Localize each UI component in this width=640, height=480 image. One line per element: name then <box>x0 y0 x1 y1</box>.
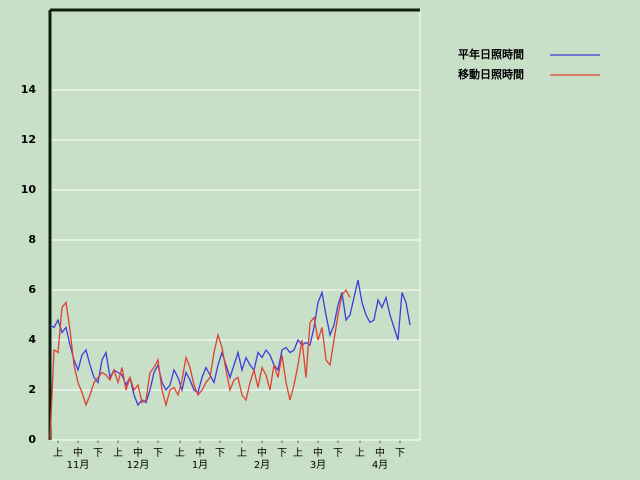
y-tick-label: 10 <box>21 183 37 196</box>
x-tick-label: 上 <box>355 447 365 459</box>
legend-label: 移動日照時間 <box>458 67 524 81</box>
y-tick-label: 14 <box>21 83 37 96</box>
x-tick-label: 中 <box>257 446 267 459</box>
y-tick-label: 4 <box>28 333 36 346</box>
month-label: 1月 <box>192 459 208 471</box>
x-tick-label: 下 <box>333 448 343 459</box>
month-label: 2月 <box>254 459 270 471</box>
y-tick-label: 8 <box>28 233 36 246</box>
x-tick-label: 下 <box>395 448 405 459</box>
x-tick-label: 上 <box>237 447 247 459</box>
x-tick-label: 下 <box>93 448 103 459</box>
y-tick-label: 2 <box>28 383 36 396</box>
y-tick-label: 6 <box>28 283 36 296</box>
y-tick-label: 12 <box>21 133 36 146</box>
x-tick-label: 下 <box>215 448 225 459</box>
x-tick-label: 上 <box>53 447 63 459</box>
y-tick-label: 0 <box>28 433 36 446</box>
x-tick-label: 中 <box>133 446 143 459</box>
x-tick-label: 中 <box>313 446 323 459</box>
x-tick-label: 中 <box>195 446 205 459</box>
x-tick-label: 下 <box>277 448 287 459</box>
month-label: 4月 <box>372 459 388 471</box>
series-line <box>49 288 351 441</box>
x-tick-label: 上 <box>113 447 123 459</box>
x-tick-label: 下 <box>153 448 163 459</box>
x-tick-label: 中 <box>73 446 83 459</box>
x-tick-label: 中 <box>375 446 385 459</box>
x-tick-label: 上 <box>293 447 303 459</box>
month-label: 12月 <box>127 459 150 471</box>
month-label: 11月 <box>67 459 90 471</box>
x-tick-label: 上 <box>175 447 185 459</box>
legend-label: 平年日照時間 <box>458 47 524 61</box>
series-line <box>49 279 411 407</box>
month-label: 3月 <box>310 459 326 471</box>
